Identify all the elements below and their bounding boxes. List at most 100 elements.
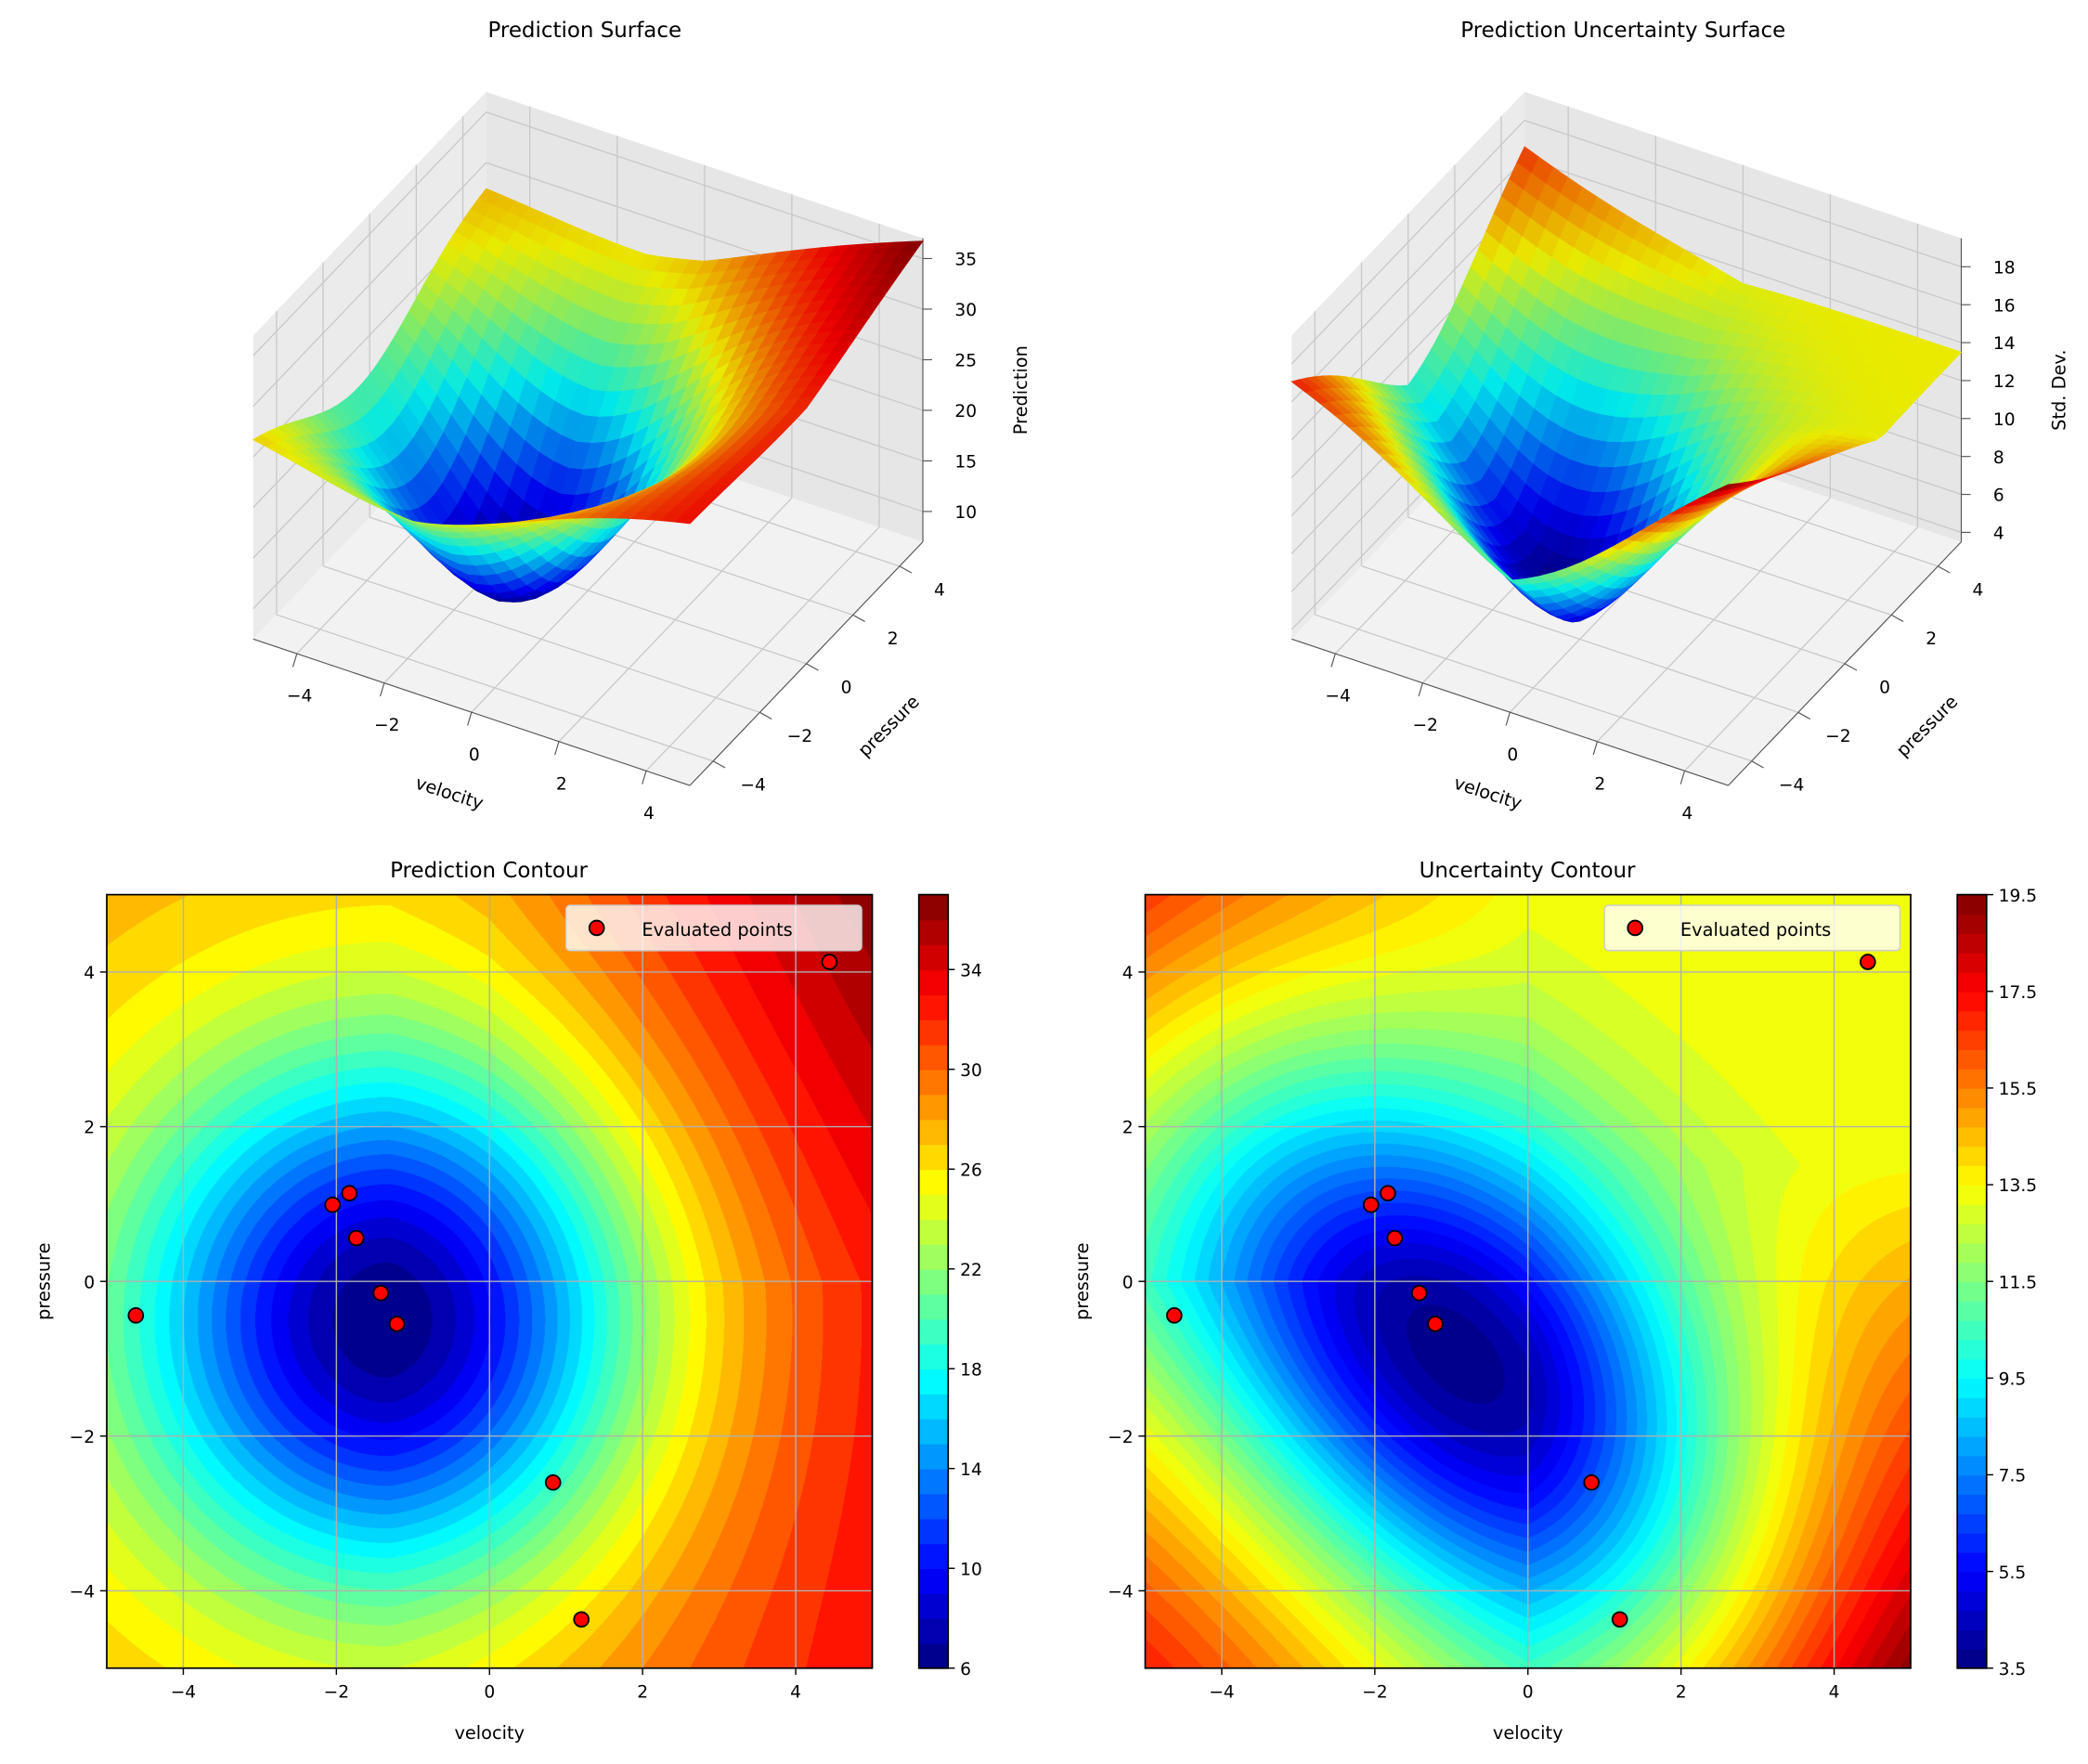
y-tick-label: −4 [1108,1583,1133,1602]
evaluated-point [1410,1284,1428,1302]
colorbar-band [1957,1513,1987,1534]
colorbar-band [1957,1397,1987,1418]
evaluated-point [341,1185,358,1202]
z-tick-label: 14 [1993,334,2016,354]
z-tick-label: 10 [954,503,977,523]
evaluated-point [1380,1185,1396,1202]
colorbar-band [918,1543,949,1570]
colorbar-band [918,1044,949,1070]
x-tick [467,712,473,726]
colorbar-band [918,1419,949,1445]
surface-facet [674,513,699,525]
colorbar-band [918,1593,949,1619]
x-tick-label: 2 [637,1682,648,1702]
evaluated-point [544,1473,562,1491]
evaluated-point [1583,1473,1600,1491]
legend-marker [588,919,605,937]
y-tick [712,760,726,769]
legend-label: Evaluated points [642,919,792,940]
x-tick-label: 4 [1829,1682,1840,1702]
left-wall-gridline [253,111,487,357]
z-tick-label: 15 [954,453,977,473]
colorbar-tick-label: 11.5 [1999,1273,2037,1292]
colorbar-band [1957,1494,1987,1514]
x-tick-label: −4 [171,1682,196,1702]
colorbar-band [1957,971,1987,992]
colorbar-band [918,944,949,971]
colorbar-band [1957,1571,1987,1592]
x-tick-label: 0 [1523,1682,1534,1702]
colorbar-tick-label: 30 [960,1061,982,1081]
title-prediction-surface: Prediction Surface [487,19,681,43]
x-tick-label: −2 [374,716,399,735]
y-axis-label: pressure [32,1242,54,1320]
y-tick [852,614,865,623]
colorbar-tick-label: 3.5 [1999,1660,2027,1680]
colorbar-band [918,1119,949,1146]
colorbar-frame [917,893,950,1669]
evaluated-point [388,1316,406,1332]
colorbar-band [918,1069,949,1096]
colorbar-band [918,919,949,946]
z-tick-label: 35 [954,251,977,270]
legend-marker [1627,919,1643,937]
evaluated-point [347,1229,365,1247]
colorbar-band [1957,1185,1987,1205]
y-tick-label: −4 [740,775,765,795]
y-tick [1797,711,1811,720]
colorbar-band [918,1642,949,1669]
title-prediction-contour: Prediction Contour [390,859,588,883]
colorbar-band [1957,1069,1987,1089]
colorbar-tick-label: 14 [960,1460,982,1480]
z-tick-label: 16 [1993,296,2016,316]
colorbar-band [1957,953,1987,973]
y-tick-label: −2 [1825,727,1850,746]
z-tick-label: 10 [1993,410,2016,430]
colorbar-band [1957,1107,1987,1128]
x-tick [1679,771,1686,785]
colorbar-tick-label: 13.5 [1999,1176,2037,1196]
x-tick-label: 4 [1681,804,1692,824]
legend: Evaluated points [564,904,862,952]
back-wall-gridline [486,111,924,260]
x-tick-label: −2 [1412,716,1437,735]
x-tick [1418,682,1423,697]
x-tick [1505,712,1511,726]
y-tick-label: 4 [934,580,945,600]
z-tick-label: 8 [1993,448,2004,468]
y-tick-label: −2 [1108,1428,1133,1447]
y-tick [806,663,819,671]
z-tick-label: 12 [1993,372,2016,392]
colorbar-band [918,1518,949,1545]
left-wall-gridline [1290,120,1525,365]
floor-gridline [645,526,880,772]
colorbar-band [918,1343,949,1370]
colorbar-band [1957,1262,1987,1283]
colorbar-tick-label: 9.5 [1999,1370,2027,1390]
colorbar-band [1957,1648,1987,1669]
uncertainty-surface-plot: −4−4−2−20022444681012141618velocitypress… [1290,91,2069,824]
evaluated-point [324,1196,342,1213]
left-wall-gridline [253,162,487,408]
colorbar-band [1957,1049,1987,1070]
x-axis-label: velocity [454,1722,525,1744]
y-tick-label: −2 [70,1428,95,1447]
evaluated-point [1611,1611,1628,1628]
evaluated-point [1860,953,1876,970]
y-tick [1844,663,1858,671]
evaluated-point [127,1307,145,1324]
colorbar-band [918,1169,949,1195]
colorbar-tick-label: 26 [960,1161,982,1180]
y-tick [1751,760,1764,769]
colorbar-band [918,1618,949,1644]
x-tick [642,771,647,785]
z-tick-label: 4 [1993,525,2004,544]
colorbar-band [1957,914,1987,935]
y-tick-label: 2 [888,629,899,649]
x-tick [1330,653,1336,668]
x-axis-label: velocity [1493,1722,1563,1744]
y-tick [899,565,913,574]
colorbar-band [1957,1455,1987,1476]
x-tick-label: −4 [1209,1682,1234,1702]
